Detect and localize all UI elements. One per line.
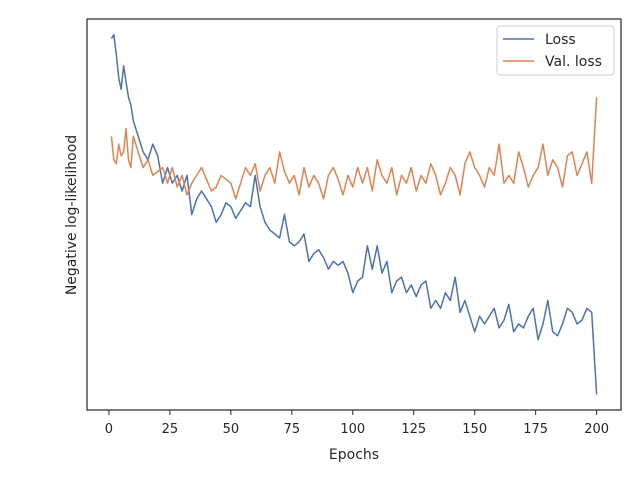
x-tick-label: 100 <box>340 422 365 437</box>
x-tick-label: 0 <box>105 422 113 437</box>
x-tick-label: 150 <box>462 422 487 437</box>
legend-label-val-loss: Val. loss <box>545 54 602 70</box>
x-axis-label: Epochs <box>329 447 379 463</box>
x-tick-label: 200 <box>584 422 609 437</box>
series-layer <box>110 33 598 395</box>
series-line-loss <box>110 33 598 395</box>
plot-area <box>87 19 621 410</box>
x-tick-label: 125 <box>401 422 426 437</box>
x-tick-label: 25 <box>162 422 179 437</box>
x-tick-label: 175 <box>523 422 548 437</box>
y-axis-label: Negative log-likelihood <box>64 135 80 295</box>
x-axis-ticks: 0 25 50 75 100 125 150 175 200 <box>105 410 609 437</box>
x-tick-label: 75 <box>284 422 301 437</box>
axes-frame <box>86 18 622 411</box>
legend: Loss Val. loss <box>496 25 615 76</box>
series-line-val-loss <box>110 97 598 200</box>
x-tick-label: 50 <box>223 422 240 437</box>
legend-label-loss: Loss <box>545 32 576 48</box>
